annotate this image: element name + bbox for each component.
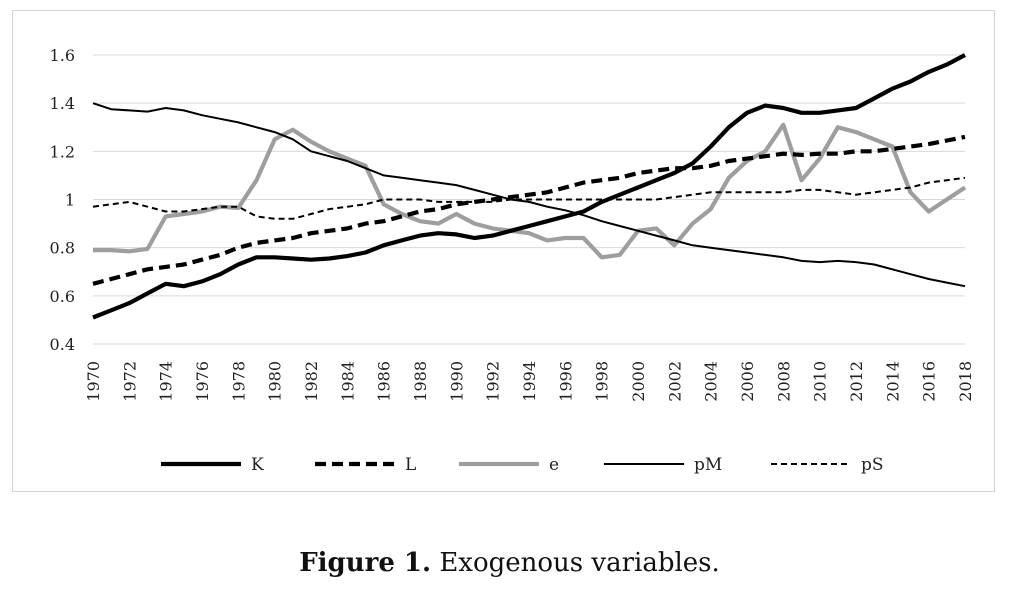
series-line-pm bbox=[92, 102, 966, 288]
figure-caption: Figure 1. Exogenous variables. bbox=[0, 548, 1019, 578]
y-tick-label: 1 bbox=[65, 191, 75, 210]
y-tick-label: 1.4 bbox=[50, 94, 75, 113]
x-tick-label: 2008 bbox=[774, 361, 793, 402]
x-tick-label: 1980 bbox=[266, 361, 285, 402]
x-tick-label: 2000 bbox=[629, 361, 648, 402]
x-tick-label: 1970 bbox=[84, 361, 103, 402]
caption-label: Figure 1. bbox=[299, 548, 432, 578]
x-tick-label: 1988 bbox=[411, 361, 430, 402]
series-line-l bbox=[92, 134, 966, 286]
y-tick-label: 0.6 bbox=[50, 287, 75, 306]
y-tick-label: 1.2 bbox=[50, 142, 75, 161]
y-tick-label: 0.4 bbox=[50, 335, 75, 354]
legend-label-e: e bbox=[549, 455, 559, 475]
x-tick-label: 1998 bbox=[593, 361, 612, 402]
y-tick-label: 1.6 bbox=[50, 46, 75, 65]
x-tick-label: 1994 bbox=[520, 361, 539, 402]
y-axis-ticks: 0.4 0.6 0.8 1 1.2 1.4 1.6 bbox=[50, 46, 75, 354]
legend-label-ps: pS bbox=[861, 455, 884, 475]
x-tick-label: 2006 bbox=[738, 361, 757, 402]
y-tick-label: 0.8 bbox=[50, 239, 75, 258]
x-tick-label: 2004 bbox=[702, 361, 721, 402]
x-tick-label: 1986 bbox=[375, 361, 394, 402]
x-tick-label: 2016 bbox=[920, 361, 939, 402]
x-tick-label: 1996 bbox=[556, 361, 575, 402]
x-tick-label: 1972 bbox=[120, 361, 139, 402]
x-tick-label: 2018 bbox=[956, 361, 975, 402]
x-tick-label: 1990 bbox=[447, 361, 466, 402]
x-axis-ticks: 1970 1972 1974 1976 1978 1980 1982 1984 1986 1988… bbox=[84, 361, 975, 402]
chart-frame: 0.4 0.6 0.8 1 1.2 1.4 1.6 1970 1972 1974 1976 1978… bbox=[12, 10, 995, 492]
legend-label-k: K bbox=[251, 455, 264, 475]
legend-label-l: L bbox=[405, 455, 416, 475]
series-lines bbox=[92, 53, 967, 320]
legend-label-pm: pM bbox=[694, 455, 722, 475]
series-line-k bbox=[92, 53, 966, 320]
x-tick-label: 1982 bbox=[302, 361, 321, 402]
line-chart: 0.4 0.6 0.8 1 1.2 1.4 1.6 1970 1972 1974 1976 1978… bbox=[50, 46, 975, 475]
series-line-e bbox=[93, 122, 967, 260]
x-tick-label: 1978 bbox=[229, 361, 248, 402]
x-tick-label: 1976 bbox=[193, 361, 212, 402]
x-tick-label: 2002 bbox=[665, 361, 684, 402]
x-tick-label: 2010 bbox=[811, 361, 830, 402]
x-tick-label: 1984 bbox=[338, 361, 357, 402]
grid-lines bbox=[93, 54, 965, 345]
caption-text: Exogenous variables. bbox=[431, 548, 720, 578]
x-tick-label: 2012 bbox=[847, 361, 866, 402]
series-line-ps bbox=[92, 176, 966, 220]
x-tick-label: 2014 bbox=[883, 361, 902, 402]
x-tick-label: 1992 bbox=[484, 361, 503, 402]
x-tick-label: 1974 bbox=[157, 361, 176, 402]
